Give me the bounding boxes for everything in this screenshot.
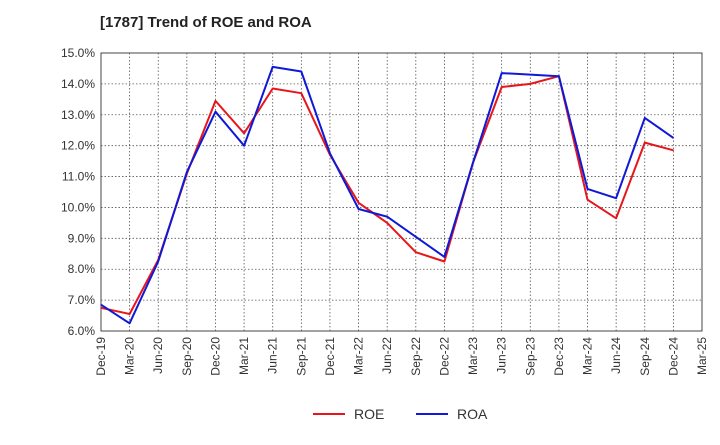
data-point-roe xyxy=(615,217,617,219)
chart-title: [1787] Trend of ROE and ROA xyxy=(100,14,312,31)
x-tick-label: Mar-22 xyxy=(352,337,366,375)
data-point-roa xyxy=(129,322,131,324)
data-point-roa xyxy=(100,304,102,306)
y-tick-label: 12.0% xyxy=(61,139,95,153)
data-point-roe xyxy=(100,307,102,309)
x-tick-label: Sep-22 xyxy=(409,337,423,376)
data-point-roa xyxy=(443,256,446,258)
x-tick-label: Sep-23 xyxy=(523,337,537,376)
x-tick-label: Mar-23 xyxy=(466,337,480,375)
data-point-roa xyxy=(157,260,159,263)
data-point-roa xyxy=(357,208,360,210)
plot-frame xyxy=(100,52,703,332)
x-tick-label: Mar-20 xyxy=(123,337,137,375)
x-tick-label: Jun-22 xyxy=(380,337,394,374)
data-point-roa xyxy=(186,171,188,173)
x-tick-label: Dec-24 xyxy=(666,337,680,376)
legend-label-roe: ROE xyxy=(354,406,384,422)
x-tick-label: Dec-21 xyxy=(323,337,337,376)
data-point-roe xyxy=(672,149,674,151)
data-point-roe xyxy=(443,260,446,263)
data-point-roe xyxy=(214,100,217,102)
data-point-roe xyxy=(243,132,245,134)
y-tick-label: 14.0% xyxy=(61,77,95,91)
y-tick-label: 8.0% xyxy=(68,262,96,276)
x-tick-label: Mar-24 xyxy=(581,337,595,375)
data-point-roa xyxy=(386,216,388,218)
y-tick-label: 6.0% xyxy=(68,324,96,338)
data-point-roa xyxy=(243,145,245,147)
y-tick-label: 7.0% xyxy=(68,293,96,307)
x-tick-label: Jun-20 xyxy=(151,337,165,374)
x-tick-label: Sep-24 xyxy=(638,337,652,376)
y-tick-label: 9.0% xyxy=(68,231,96,245)
data-point-roe xyxy=(386,222,388,224)
x-tick-label: Mar-21 xyxy=(237,337,251,375)
legend-label-roa: ROA xyxy=(457,406,488,422)
x-tick-label: Mar-25 xyxy=(695,337,709,375)
data-point-roe xyxy=(644,141,646,144)
data-point-roe xyxy=(501,86,503,88)
data-point-roa xyxy=(586,188,589,190)
data-point-roe xyxy=(129,313,131,315)
x-tick-label: Sep-20 xyxy=(180,337,194,376)
data-point-roa xyxy=(329,152,331,154)
data-point-roa xyxy=(672,137,674,139)
x-tick-label: Dec-23 xyxy=(552,337,566,376)
x-tick-label: Dec-20 xyxy=(208,337,222,376)
y-tick-label: 13.0% xyxy=(61,108,95,122)
data-point-roa xyxy=(558,75,560,77)
data-point-roa xyxy=(272,66,274,68)
x-tick-label: Sep-21 xyxy=(294,337,308,376)
data-point-roa xyxy=(214,111,217,113)
data-point-roa xyxy=(415,236,417,238)
data-point-roe xyxy=(415,251,417,253)
x-tick-label: Dec-19 xyxy=(94,337,108,376)
data-point-roe xyxy=(300,92,302,94)
data-point-roa xyxy=(529,74,531,76)
data-point-roa xyxy=(472,162,474,164)
data-point-roa xyxy=(300,70,302,73)
data-point-roe xyxy=(586,199,589,201)
data-point-roa xyxy=(644,117,646,119)
x-tick-label: Jun-21 xyxy=(266,337,280,374)
data-point-roe xyxy=(272,87,274,90)
x-tick-label: Jun-24 xyxy=(609,337,623,374)
data-point-roe xyxy=(529,83,531,85)
x-tick-label: Jun-23 xyxy=(495,337,509,374)
y-tick-label: 11.0% xyxy=(62,170,95,184)
data-point-roa xyxy=(615,197,617,199)
plot-area xyxy=(101,53,702,331)
x-tick-label: Dec-22 xyxy=(437,337,451,376)
y-tick-label: 10.0% xyxy=(61,200,95,214)
data-point-roe xyxy=(357,202,360,204)
y-tick-label: 15.0% xyxy=(61,46,95,60)
data-point-roa xyxy=(501,72,503,74)
